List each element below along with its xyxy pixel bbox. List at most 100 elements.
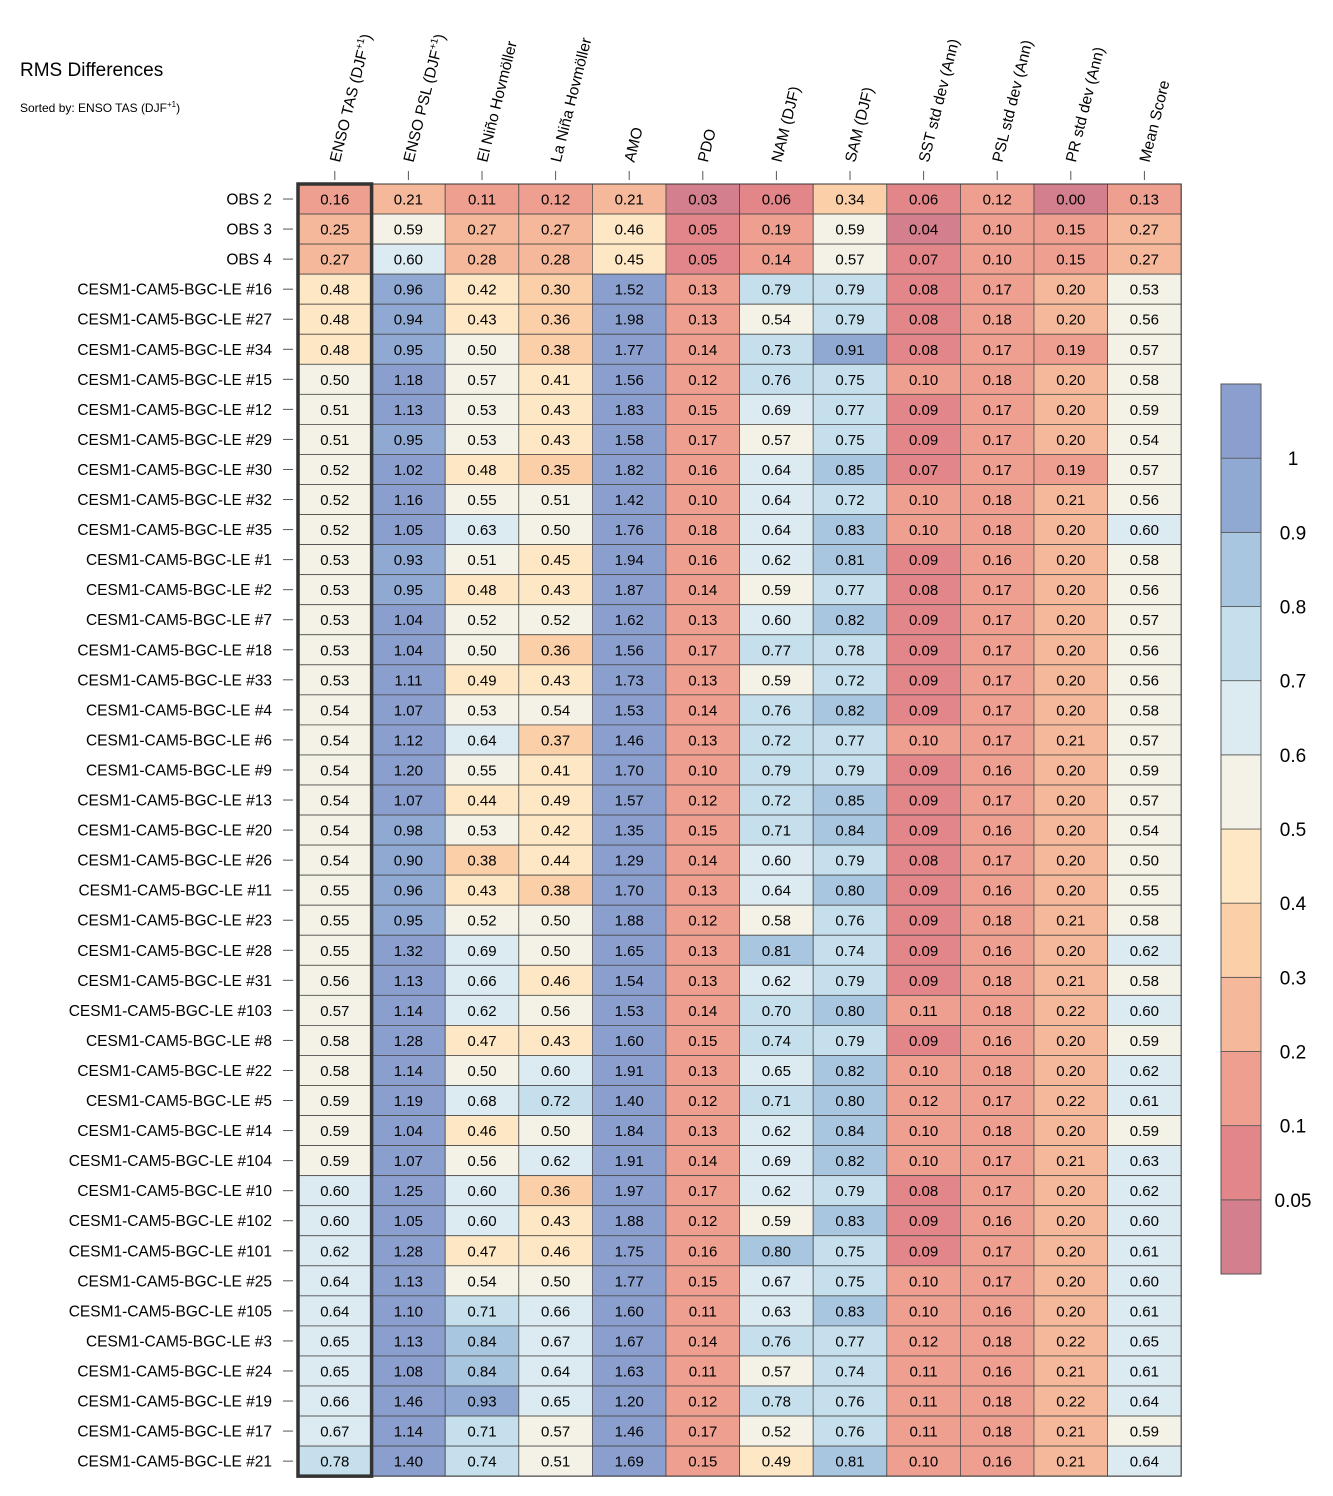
cell-value: 0.41 [541,762,570,779]
heatmap-cell [812,333,888,365]
heatmap-cell [297,303,372,335]
heatmap-cell [886,1205,961,1237]
cell-value: 0.20 [1056,582,1085,599]
cell-value: 0.51 [320,402,349,419]
heatmap-cell [518,1295,593,1327]
cell-value: 0.09 [909,913,938,930]
cell-value: 0.15 [688,1033,717,1050]
cell-value: 0.64 [762,883,791,900]
heatmap-cell [739,1265,814,1297]
cell-value: 0.53 [467,432,496,449]
cell-value: 0.62 [541,1153,570,1170]
cell-value: 0.59 [320,1153,349,1170]
cell-value: 0.60 [467,1183,496,1200]
cell-value: 1.84 [615,1123,644,1140]
column-label-text: SST std dev (Ann) [916,37,963,164]
heatmap-cell [371,544,446,576]
heatmap-cell [960,393,1035,425]
cell-value: 0.54 [762,312,791,329]
cell-value: 0.78 [835,642,864,659]
cell-value: 0.09 [909,612,938,629]
heatmap-cell [665,1265,740,1297]
cell-value: 0.46 [615,222,644,239]
cell-value: 0.57 [467,372,496,389]
row-label: CESM1-CAM5-BGC-LE #1 [86,552,272,569]
cell-value: 0.16 [320,192,349,209]
cell-value: 0.06 [762,192,791,209]
cell-value: 0.05 [688,252,717,269]
cell-value: 0.16 [983,1454,1012,1471]
cell-value: 0.17 [688,1424,717,1441]
heatmap-cell [886,754,961,786]
colorbar-tick-label: 0.5 [1280,820,1306,841]
cell-value: 0.11 [910,1394,938,1411]
colorbar-tick-label: 1 [1288,449,1299,470]
cell-value: 1.18 [394,372,423,389]
cell-value: 0.20 [1056,672,1085,689]
heatmap-cell [518,1205,593,1237]
heatmap-cell [886,964,961,996]
column-label-suffix: ) [431,32,449,41]
cell-value: 0.50 [541,943,570,960]
heatmap-cell [665,243,740,275]
cell-value: 0.57 [762,432,791,449]
cell-value: 0.58 [1130,913,1159,930]
heatmap-cell [518,604,593,636]
heatmap-cell [665,1325,740,1357]
heatmap-cell [518,514,593,545]
heatmap-cell [812,604,888,636]
heatmap-cell [665,814,740,846]
heatmap-cell [960,604,1035,636]
cell-value: 0.81 [835,552,864,569]
cell-value: 0.48 [320,342,349,359]
heatmap-cell [592,1415,667,1447]
heatmap-cell [371,1115,446,1147]
heatmap-cell [665,1355,740,1387]
cell-value: 1.75 [615,1243,644,1260]
heatmap-cell [739,1415,814,1447]
colorbar-tick-label: 0.9 [1280,523,1306,544]
cell-value: 0.53 [467,823,496,840]
heatmap-cell [960,634,1035,666]
cell-value: 0.57 [1130,793,1159,810]
heatmap-cell [886,1415,961,1447]
heatmap-cell [1033,1415,1108,1447]
cell-value: 0.60 [1130,1003,1159,1020]
heatmap-cell [371,484,446,515]
cell-value: 0.20 [1056,1213,1085,1230]
heatmap-cell [739,844,814,876]
heatmap-cell [297,1085,372,1116]
heatmap-cell [886,994,961,1026]
cell-value: 0.18 [983,913,1012,930]
row-labels: OBS 2 OBS 3 OBS 4 CESM1-CAM5-BGC-LE #16 CESM… [69,192,293,1471]
cell-value: 0.71 [762,823,791,840]
cell-value: 0.61 [1130,1093,1159,1110]
cell-value: 0.79 [762,762,791,779]
cell-value: 0.22 [1056,1394,1085,1411]
cell-value: 0.11 [910,1363,938,1380]
heatmap-cell [592,634,667,666]
heatmap-cell [371,1385,446,1417]
heatmap-cell [886,784,961,816]
cell-value: 0.64 [762,522,791,539]
column-label: ENSO TAS (DJF+1) [326,32,375,164]
heatmap-cell [444,1325,520,1357]
cell-value: 0.19 [1056,462,1085,479]
heatmap-cell [518,874,593,906]
heatmap-cell [592,303,667,335]
cell-value: 0.21 [1056,492,1085,509]
cell-value: 0.17 [983,793,1012,810]
heatmap-cell [1107,423,1182,455]
row-label: CESM1-CAM5-BGC-LE #4 [86,702,272,719]
cell-value: 0.14 [688,853,717,870]
column-label: AMO [622,126,647,164]
heatmap-cell [592,544,667,576]
sorted-column-highlight [296,182,374,1478]
cell-value: 0.69 [762,1153,791,1170]
cell-value: 0.10 [983,222,1012,239]
heatmap-cell [297,183,372,215]
column-label: Mean Score [1137,79,1174,164]
cell-value: 0.21 [1056,1153,1085,1170]
heatmap-cell [812,784,888,816]
heatmap-cell [960,273,1035,305]
